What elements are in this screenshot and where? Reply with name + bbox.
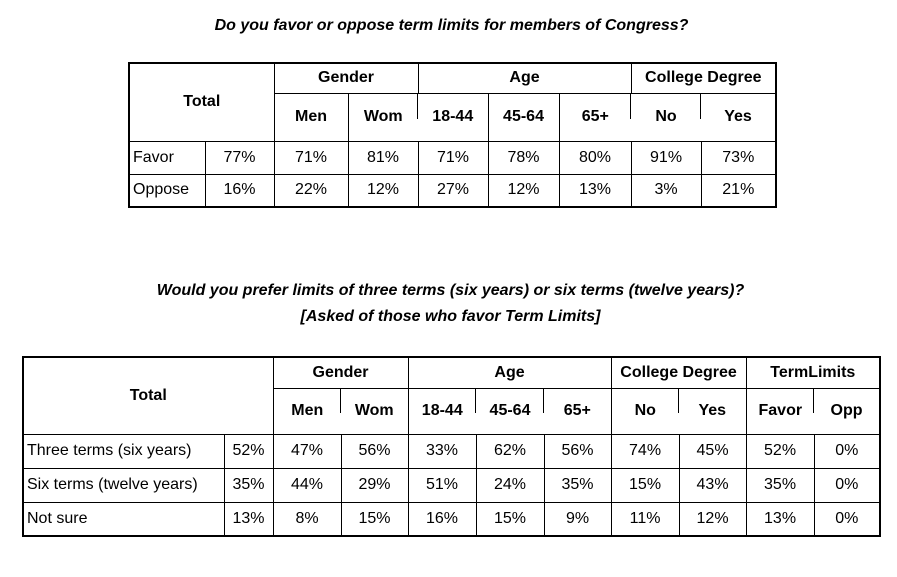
value-cell: 16% bbox=[204, 173, 275, 208]
q1-column-header-45-64: 45-64 bbox=[487, 92, 560, 142]
value-cell: 56% bbox=[340, 433, 409, 469]
value-cell: 52% bbox=[745, 433, 815, 469]
q1-column-header-yes: Yes bbox=[701, 92, 777, 142]
q1-table: Total Gender Age College Degree Men Wom … bbox=[128, 62, 778, 208]
value-cell: 9% bbox=[543, 501, 612, 537]
value-cell: 45% bbox=[678, 433, 747, 469]
value-cell: 12% bbox=[347, 173, 419, 208]
table-row: Favor 77% 71% 81% 71% 78% 80% 91% 73% bbox=[128, 140, 777, 175]
value-cell: 13% bbox=[558, 173, 632, 208]
q1-column-header-65plus: 65+ bbox=[558, 92, 632, 142]
value-cell: 8% bbox=[272, 501, 342, 537]
value-cell: 22% bbox=[273, 173, 349, 208]
q2-group-header-gender: Gender bbox=[272, 356, 409, 389]
row-label: Six terms (twelve years) bbox=[22, 467, 225, 503]
q1-group-header-age: Age bbox=[417, 62, 632, 94]
q1-title: Do you favor or oppose term limits for m… bbox=[214, 17, 689, 34]
value-cell: 13% bbox=[745, 501, 815, 537]
value-cell: 16% bbox=[407, 501, 477, 537]
value-cell: 24% bbox=[475, 467, 545, 503]
row-label: Not sure bbox=[22, 501, 225, 537]
value-cell: 3% bbox=[630, 173, 702, 208]
value-cell: 91% bbox=[630, 140, 702, 175]
table-row: Not sure 13% 8% 15% 16% 15% 9% 11% 12% 1… bbox=[22, 501, 881, 537]
value-cell: 15% bbox=[340, 501, 409, 537]
q2-column-header-no: No bbox=[610, 387, 680, 435]
value-cell: 78% bbox=[487, 140, 560, 175]
value-cell: 71% bbox=[417, 140, 489, 175]
value-cell: 21% bbox=[700, 173, 777, 208]
value-cell: 29% bbox=[340, 467, 409, 503]
value-cell: 44% bbox=[272, 467, 342, 503]
q2-column-header-men: Men bbox=[272, 387, 341, 435]
table-row: Six terms (twelve years) 35% 44% 29% 51%… bbox=[22, 467, 881, 503]
value-cell: 35% bbox=[543, 467, 612, 503]
row-label: Favor bbox=[128, 140, 206, 175]
value-cell: 74% bbox=[610, 433, 680, 469]
value-cell: 0% bbox=[813, 501, 881, 537]
q2-group-header-termlimits: TermLimits bbox=[745, 356, 881, 389]
q2-column-header-18-44: 18-44 bbox=[407, 387, 477, 435]
q2-column-header-favor: Favor bbox=[745, 387, 815, 435]
value-cell: 73% bbox=[700, 140, 777, 175]
q1-total-header: Total bbox=[128, 62, 275, 142]
value-cell: 35% bbox=[745, 467, 815, 503]
value-cell: 15% bbox=[610, 467, 680, 503]
q2-title-line2: [Asked of those who favor Term Limits] bbox=[300, 308, 601, 325]
row-label: Three terms (six years) bbox=[22, 433, 225, 469]
q2-total-header: Total bbox=[22, 356, 274, 435]
value-cell: 71% bbox=[273, 140, 349, 175]
value-cell: 35% bbox=[223, 467, 274, 503]
q1-group-header-college: College Degree bbox=[630, 62, 777, 94]
q2-column-header-wom: Wom bbox=[341, 387, 409, 435]
value-cell: 13% bbox=[223, 501, 274, 537]
value-cell: 12% bbox=[487, 173, 560, 208]
value-cell: 81% bbox=[347, 140, 419, 175]
q1-section: Do you favor or oppose term limits for m… bbox=[128, 15, 778, 208]
value-cell: 43% bbox=[678, 467, 747, 503]
q2-column-header-65plus: 65+ bbox=[544, 387, 612, 435]
value-cell: 62% bbox=[475, 433, 545, 469]
q1-column-header-18-44: 18-44 bbox=[418, 92, 489, 142]
table-row: Three terms (six years) 52% 47% 56% 33% … bbox=[22, 433, 881, 469]
value-cell: 47% bbox=[272, 433, 342, 469]
row-label: Oppose bbox=[128, 173, 206, 208]
q1-column-header-men: Men bbox=[273, 92, 349, 142]
page: Do you favor or oppose term limits for m… bbox=[0, 15, 897, 537]
value-cell: 56% bbox=[543, 433, 612, 469]
value-cell: 12% bbox=[678, 501, 747, 537]
value-cell: 15% bbox=[475, 501, 545, 537]
value-cell: 80% bbox=[558, 140, 632, 175]
value-cell: 77% bbox=[204, 140, 275, 175]
q1-group-header-gender: Gender bbox=[273, 62, 419, 94]
q1-column-header-no: No bbox=[631, 92, 702, 142]
q2-group-header-college: College Degree bbox=[610, 356, 747, 389]
value-cell: 27% bbox=[417, 173, 489, 208]
q2-group-header-age: Age bbox=[407, 356, 612, 389]
q2-section: Would you prefer limits of three terms (… bbox=[22, 278, 882, 537]
value-cell: 0% bbox=[813, 467, 881, 503]
q2-column-header-45-64: 45-64 bbox=[476, 387, 545, 435]
value-cell: 11% bbox=[610, 501, 680, 537]
value-cell: 0% bbox=[813, 433, 881, 469]
q2-column-header-yes: Yes bbox=[679, 387, 747, 435]
table-row: Oppose 16% 22% 12% 27% 12% 13% 3% 21% bbox=[128, 173, 777, 208]
q1-column-header-wom: Wom bbox=[347, 92, 419, 142]
value-cell: 52% bbox=[223, 433, 274, 469]
q2-column-header-opp: Opp bbox=[814, 387, 881, 435]
value-cell: 33% bbox=[407, 433, 477, 469]
q2-table: Total Gender Age College Degree TermLimi… bbox=[22, 356, 882, 537]
value-cell: 51% bbox=[407, 467, 477, 503]
q2-title-line1: Would you prefer limits of three terms (… bbox=[156, 282, 745, 299]
